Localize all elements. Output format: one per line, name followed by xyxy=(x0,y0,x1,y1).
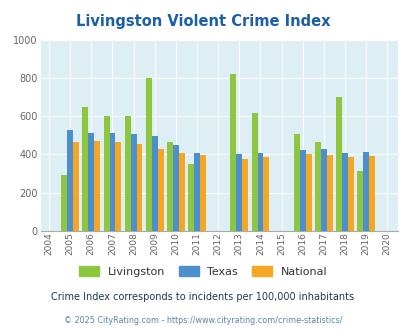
Bar xyxy=(136,144,142,231)
Bar xyxy=(61,176,67,231)
Bar xyxy=(236,154,242,231)
Bar xyxy=(194,153,200,231)
Bar xyxy=(73,142,79,231)
Bar xyxy=(157,149,163,231)
Bar xyxy=(166,142,173,231)
Bar xyxy=(200,155,205,231)
Text: © 2025 CityRating.com - https://www.cityrating.com/crime-statistics/: © 2025 CityRating.com - https://www.city… xyxy=(64,315,341,325)
Bar xyxy=(314,142,320,231)
Bar xyxy=(257,153,263,231)
Bar xyxy=(341,152,347,231)
Bar xyxy=(356,171,362,231)
Text: Crime Index corresponds to incidents per 100,000 inhabitants: Crime Index corresponds to incidents per… xyxy=(51,292,354,302)
Bar xyxy=(347,157,353,231)
Bar xyxy=(335,97,341,231)
Bar xyxy=(173,145,179,231)
Bar xyxy=(230,74,236,231)
Bar xyxy=(326,155,332,231)
Bar xyxy=(103,116,109,231)
Bar xyxy=(305,154,311,231)
Bar xyxy=(368,156,374,231)
Bar xyxy=(151,136,157,231)
Bar xyxy=(179,153,184,231)
Bar xyxy=(362,151,368,231)
Bar xyxy=(242,159,247,231)
Bar xyxy=(109,133,115,231)
Bar xyxy=(115,142,121,231)
Bar xyxy=(130,134,136,231)
Bar xyxy=(251,113,257,231)
Bar xyxy=(145,78,151,231)
Bar xyxy=(320,149,326,231)
Bar xyxy=(188,164,194,231)
Bar xyxy=(88,133,94,231)
Text: Livingston Violent Crime Index: Livingston Violent Crime Index xyxy=(76,14,329,29)
Bar xyxy=(293,134,299,231)
Bar xyxy=(67,130,73,231)
Bar xyxy=(82,107,88,231)
Bar xyxy=(299,150,305,231)
Bar xyxy=(94,141,100,231)
Bar xyxy=(263,157,269,231)
Legend: Livingston, Texas, National: Livingston, Texas, National xyxy=(75,261,330,281)
Bar xyxy=(124,116,130,231)
